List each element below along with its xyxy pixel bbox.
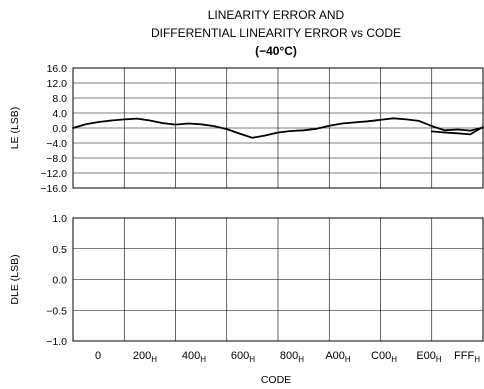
dle-panel: 1.0 0.5 0.0 −0.5 −1.0 DLE (LSB): [9, 213, 484, 348]
le-y-tick-label: 8.0: [52, 93, 67, 105]
le-y-tick-label: 16.0: [47, 63, 68, 75]
dle-y-tick-label: 0.5: [52, 244, 67, 256]
dle-y-tick-label: −1.0: [46, 336, 67, 348]
x-tick-label: 0: [95, 350, 101, 362]
le-panel: 16.0 12.0 8.0 4.0 0.0 −4.0 −8.0 −12.0 −16.0 LE (L…: [9, 63, 484, 195]
chart-title-line-3: (−40°C): [255, 44, 297, 58]
le-y-tick-label: 12.0: [47, 78, 68, 90]
le-y-tick-label: −12.0: [40, 168, 67, 180]
x-tick-label: FFFH: [454, 350, 480, 364]
le-y-tick-label: −16.0: [40, 183, 67, 195]
x-tick-label: 800H: [280, 350, 304, 364]
chart-title-line-1: LINEARITY ERROR AND: [208, 8, 345, 22]
le-series-line-2: [430, 126, 484, 136]
x-tick-label: 400H: [182, 350, 206, 364]
dle-y-axis-label: DLE (LSB): [9, 254, 21, 304]
le-y-tick-label: −4.0: [46, 138, 67, 150]
le-y-tick-label: 4.0: [52, 108, 67, 120]
x-tick-label: 200H: [133, 350, 157, 364]
x-axis-label: CODE: [261, 374, 291, 386]
x-tick-labels: 0 200H 400H 600H 800H A00H C00H E00H FFFH: [95, 350, 480, 364]
le-series-line-1: [72, 117, 484, 139]
chart-title-line-2: DIFFERENTIAL LINEARITY ERROR vs CODE: [151, 26, 401, 40]
x-tick-label: A00H: [325, 350, 351, 364]
le-y-tick-label: −8.0: [46, 153, 67, 165]
dle-plot-frame: [72, 217, 484, 342]
le-y-axis-label: LE (LSB): [9, 107, 21, 150]
x-tick-label: C00H: [371, 350, 397, 364]
x-tick-label: E00H: [416, 350, 442, 364]
dle-y-tick-label: 1.0: [52, 213, 67, 225]
le-y-tick-label: 0.0: [52, 123, 67, 135]
x-tick-label: 600H: [231, 350, 255, 364]
dle-y-tick-label: 0.0: [52, 275, 67, 287]
dle-y-tick-label: −0.5: [46, 305, 67, 317]
